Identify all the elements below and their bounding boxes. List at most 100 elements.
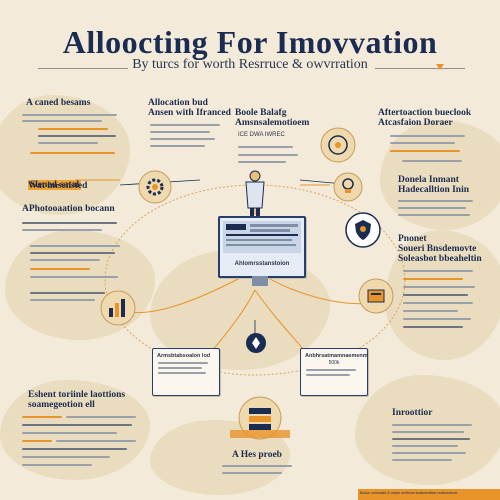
page-subtitle: By turcs for worth Resrruce & owvrration <box>132 57 368 72</box>
orange-marker <box>436 64 444 70</box>
text-line <box>222 472 282 474</box>
text-line <box>403 326 463 328</box>
text-line <box>392 445 458 447</box>
text-line <box>398 214 470 216</box>
accent-bar <box>230 430 290 438</box>
text-line <box>22 432 117 434</box>
monitor-caption: Ahlomrsstanstoion <box>234 261 290 267</box>
card-title: Anbhrsatmamnaemenm <box>305 353 368 359</box>
text-line <box>158 367 202 369</box>
text-line <box>38 135 116 137</box>
text-line <box>402 160 462 162</box>
info-card: Armsbtabsoalon lod <box>152 348 220 396</box>
gear-icon <box>138 170 172 204</box>
text-line <box>403 310 458 312</box>
text-line <box>392 452 466 454</box>
card-title: Armsbtabsoalon lod <box>157 353 211 359</box>
section-heading: Inroottior <box>392 408 433 418</box>
monitor-stand <box>252 276 268 286</box>
text-line <box>392 424 472 426</box>
text-line <box>392 431 464 433</box>
bg-blob <box>355 375 500 485</box>
text-line <box>392 459 452 461</box>
shield-icon <box>345 212 381 248</box>
text-line <box>22 440 52 442</box>
bg-blob <box>0 380 150 480</box>
text-line <box>30 252 115 254</box>
person-figure <box>245 170 265 216</box>
text-line <box>238 154 298 156</box>
meta-label: ICE DWA IWREC <box>238 132 285 138</box>
text-line <box>306 374 350 376</box>
text-line <box>403 270 473 272</box>
target-icon <box>320 127 356 163</box>
text-line <box>30 259 100 261</box>
text-line <box>150 131 210 133</box>
section-heading: Pnonet Soueri Bnsdemovte Soleasbot bbeah… <box>398 234 482 264</box>
text-line <box>30 299 95 301</box>
text-line <box>30 276 118 278</box>
text-line <box>403 318 471 320</box>
text-line <box>390 150 460 152</box>
text-line <box>150 124 220 126</box>
dashboard-graphic <box>223 221 301 253</box>
bg-blob <box>380 120 500 230</box>
section-heading: Aftertoaction bueclook Atcasfaion Doraer <box>378 108 472 128</box>
text-line <box>22 222 117 224</box>
text-line <box>30 152 115 154</box>
divider <box>38 68 128 69</box>
section-heading: A Hes proeb <box>232 450 282 460</box>
text-line <box>390 135 465 137</box>
info-card: Anbhrsatmamnaemenm 500k <box>300 348 368 396</box>
server-icon <box>238 396 282 440</box>
page-title: Alloocting For Imovvation <box>62 24 438 60</box>
bg-blob <box>5 230 155 340</box>
text-line <box>403 302 473 304</box>
text-line <box>22 229 102 231</box>
rocket-icon <box>358 278 394 314</box>
section-heading: Wat lmsensted <box>28 181 88 191</box>
text-line <box>150 138 215 140</box>
text-line <box>30 268 90 270</box>
text-line <box>22 114 117 116</box>
lightbulb-icon <box>333 172 363 202</box>
text-line <box>22 120 102 122</box>
text-line <box>398 207 466 209</box>
text-line <box>390 142 455 144</box>
section-heading: Donela Inmant Hadecalltion Inin <box>398 175 469 195</box>
footer-strip <box>358 489 500 500</box>
section-heading: Eshent toriinle laottions soamegeotion e… <box>28 390 126 410</box>
text-line <box>306 369 356 371</box>
badge-label: Slened-satal <box>28 180 82 190</box>
text-line <box>222 465 292 467</box>
text-line <box>403 294 468 296</box>
text-line <box>158 372 206 374</box>
text-line <box>66 416 136 418</box>
text-line <box>398 200 473 202</box>
location-icon <box>246 333 266 353</box>
text-line <box>403 286 475 288</box>
section-heading: Allocation bud Ansen with Ifranced <box>148 98 231 118</box>
text-line <box>392 438 470 440</box>
text-line <box>22 464 92 466</box>
text-line <box>30 245 120 247</box>
text-line <box>403 278 463 280</box>
text-line <box>38 142 98 144</box>
text-line <box>38 128 108 130</box>
footer-text: Bunoe corrisaste & osepe serfiorne iloat… <box>360 491 458 495</box>
text-line <box>158 362 208 364</box>
text-line <box>150 145 205 147</box>
text-line <box>56 440 136 442</box>
central-monitor: Ahlomrsstanstoion <box>218 216 306 278</box>
divider <box>375 68 465 69</box>
chart-icon <box>100 290 136 326</box>
section-heading: Boole Balafg Amsnsalemotioem <box>235 108 310 128</box>
text-line <box>22 424 132 426</box>
text-line <box>22 416 62 418</box>
section-heading: A caned besams <box>26 98 91 108</box>
text-line <box>238 146 293 148</box>
text-line <box>22 456 110 458</box>
card-subtitle: 500k <box>328 360 340 366</box>
text-line <box>22 448 127 450</box>
section-heading: APhotooaation bocann <box>22 204 115 214</box>
